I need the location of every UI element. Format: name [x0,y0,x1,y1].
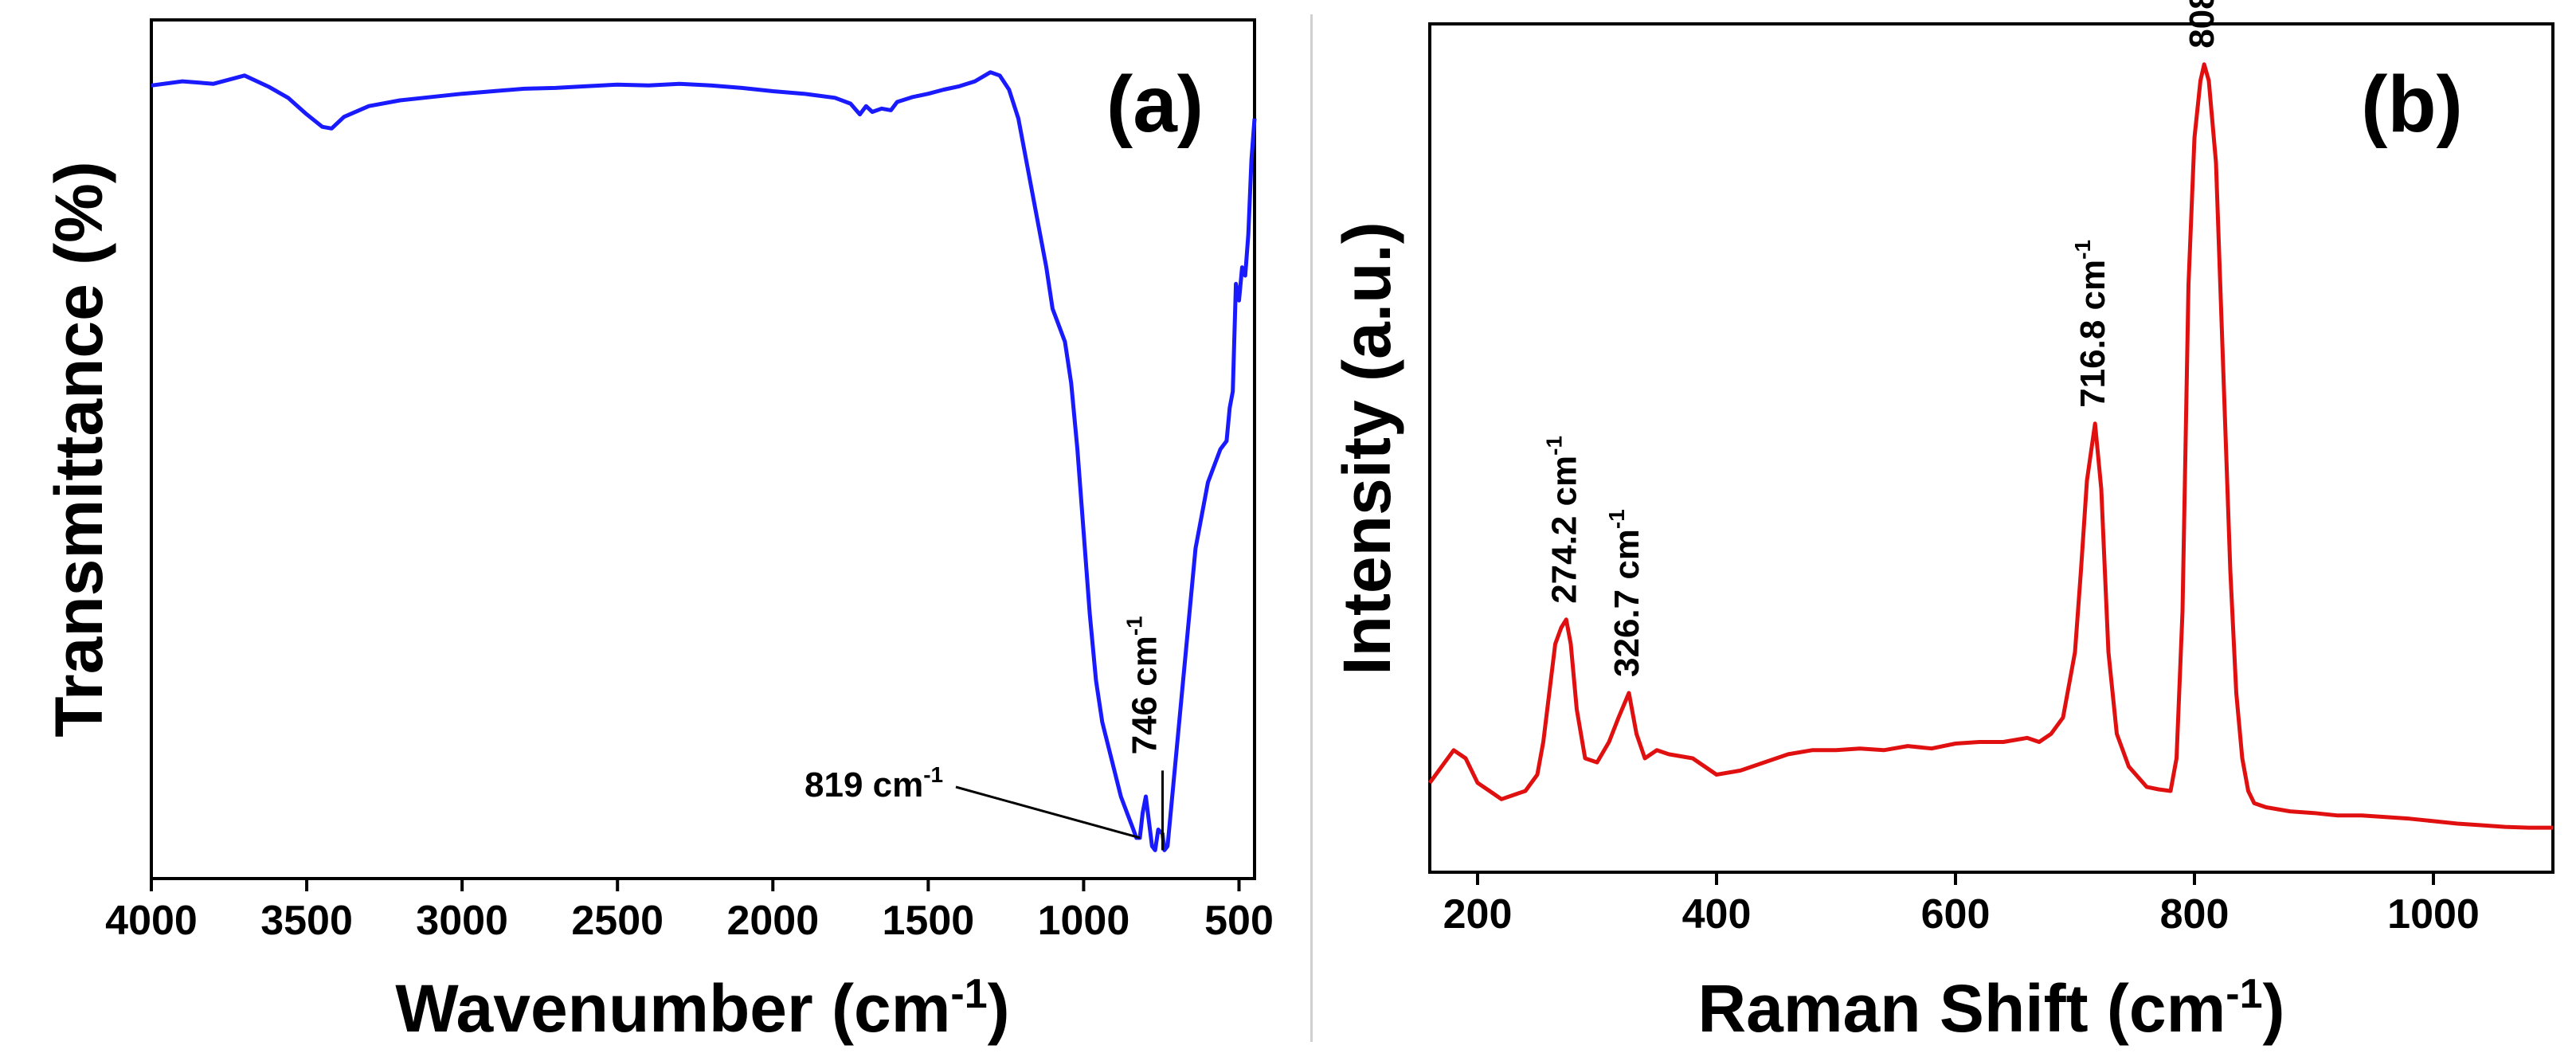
panel-b-y-axis-label: Intensity (a.u.) [1329,221,1404,675]
panel-b-annotations: 274.2 cm-1 326.7 cm-1 716.8 cm-1 808.1 cm-1 [1541,0,2222,677]
panel-b-plot-frame [1428,22,2554,874]
peak-annotation-label: 819 cm-1 [805,762,943,804]
x-tick-label: 2500 [571,898,664,944]
peak-annotation-label: 716.8 cm-1 [2070,240,2112,408]
panel-a-ftir-line [151,70,1257,852]
annotation-arrow [955,785,1141,840]
panel-divider [1310,14,1313,1042]
peak-annotation-label: 808.1 cm-1 [2179,0,2222,49]
panel-a-y-axis-label: Transmittance (%) [41,161,116,738]
peak-annotation-label: 746 cm-1 [1122,616,1165,754]
x-tick-label: 2000 [726,898,819,944]
x-tick-label: 1500 [883,898,975,944]
x-tick-label: 500 [1204,898,1274,944]
x-tick-label: 3000 [416,898,508,944]
panel-a-x-axis-label: Wavenumber (cm-1) [395,971,1009,1046]
peak-annotation-label: 326.7 cm-1 [1604,509,1646,677]
panel-b-x-ticks: 200 400 600 800 1000 [1443,872,2480,938]
panel-b-raman-line [1427,62,2553,830]
x-tick-label: 4000 [105,898,198,944]
x-tick-label: 200 [1443,891,1513,938]
panel-a-chart: (a) 4000 3500 3000 2500 2000 1500 1000 500 819 … [41,18,1274,1046]
x-tick-label: 800 [2160,891,2230,938]
x-tick-label: 400 [1682,891,1752,938]
x-tick-label: 600 [1921,891,1991,938]
peak-annotation-label: 274.2 cm-1 [1541,436,1584,604]
panel-b-label: (b) [2361,60,2463,149]
x-tick-label: 3500 [260,898,353,944]
x-tick-label: 1000 [1038,898,1130,944]
panel-b-chart: (b) 200 400 600 800 1000 274.2 cm-1 326.7 cm-… [1329,0,2554,1046]
panel-a-x-ticks: 4000 3500 3000 2500 2000 1500 1000 500 [105,879,1274,944]
panel-a-annotations: 819 cm-1 746 cm-1 [805,616,1165,851]
panel-a-label: (a) [1106,60,1204,149]
panel-b-x-axis-label: Raman Shift (cm-1) [1697,971,2284,1046]
x-tick-label: 1000 [2387,891,2480,938]
panel-a-plot-frame [150,18,1256,880]
